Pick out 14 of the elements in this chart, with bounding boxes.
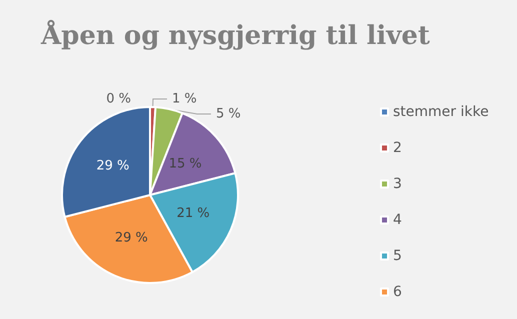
legend-label: 2 <box>393 140 402 156</box>
legend-label: 4 <box>393 212 402 228</box>
data-label: 5 % <box>216 106 241 122</box>
data-label: 1 % <box>172 92 197 107</box>
legend-label: 3 <box>393 176 402 192</box>
data-label: 29 % <box>114 230 148 246</box>
chart-title: Åpen og nysgjerrig til livet <box>40 19 430 51</box>
legend-label: 5 <box>393 248 402 264</box>
data-label: 29 % <box>96 158 130 174</box>
legend-label: 6 <box>393 284 402 300</box>
legend-label: stemmer ikke <box>393 104 489 120</box>
data-label: 15 % <box>168 156 202 172</box>
data-label: 21 % <box>176 206 210 222</box>
text: 0 % <box>106 92 131 106</box>
